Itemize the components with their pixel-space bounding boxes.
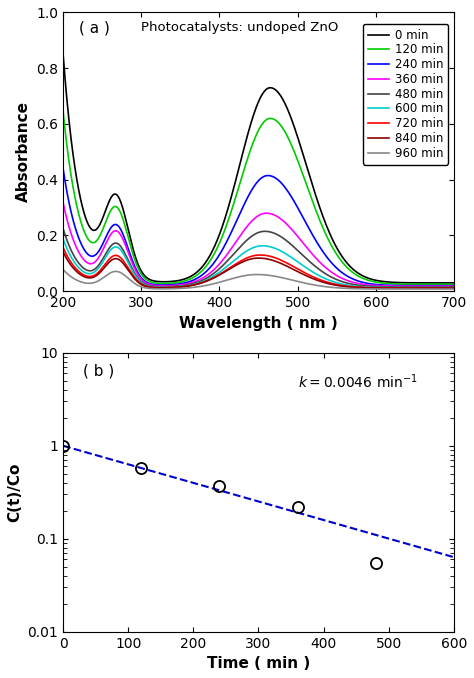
960 min — [440, 285, 446, 293]
Text: ( a ): ( a ) — [79, 21, 109, 36]
120 min — [80, 224, 86, 233]
0 min — [451, 279, 457, 287]
720 min — [368, 283, 374, 292]
360 min — [240, 228, 246, 236]
Line: 360 min: 360 min — [63, 203, 454, 286]
960 min — [240, 272, 246, 280]
Text: ( b ): ( b ) — [82, 364, 114, 379]
480 min — [440, 283, 446, 291]
120 min — [250, 138, 256, 146]
480 min — [60, 224, 66, 233]
840 min — [439, 284, 445, 292]
120 min — [440, 280, 446, 288]
120 min — [451, 280, 457, 288]
Line: 120 min: 120 min — [63, 111, 454, 284]
Line: 720 min: 720 min — [63, 247, 454, 288]
600 min — [240, 250, 246, 258]
360 min — [250, 216, 256, 224]
120 min — [368, 277, 374, 285]
Text: Photocatalysts: undoped ZnO: Photocatalysts: undoped ZnO — [141, 21, 338, 34]
Line: 240 min: 240 min — [63, 169, 454, 285]
480 min — [250, 231, 256, 239]
600 min — [440, 283, 446, 292]
120 min — [439, 280, 445, 288]
Legend: 0 min, 120 min, 240 min, 360 min, 480 min, 600 min, 720 min, 840 min, 960 min: 0 min, 120 min, 240 min, 360 min, 480 mi… — [363, 24, 448, 165]
240 min — [440, 281, 446, 290]
240 min — [60, 165, 66, 173]
240 min — [80, 243, 86, 252]
0 min — [240, 149, 246, 157]
240 min — [451, 281, 457, 290]
840 min — [451, 284, 457, 292]
960 min — [80, 279, 86, 287]
Text: $k = 0.0046\ \mathrm{min}^{-1}$: $k = 0.0046\ \mathrm{min}^{-1}$ — [298, 372, 418, 391]
720 min — [240, 256, 246, 264]
960 min — [368, 285, 374, 293]
360 min — [368, 281, 374, 290]
0 min — [440, 279, 446, 287]
360 min — [440, 282, 446, 290]
960 min — [439, 285, 445, 293]
600 min — [80, 267, 86, 275]
480 min — [240, 240, 246, 248]
360 min — [451, 282, 457, 290]
600 min — [451, 283, 457, 292]
840 min — [240, 258, 246, 266]
720 min — [80, 271, 86, 279]
840 min — [60, 248, 66, 256]
120 min — [240, 170, 246, 178]
Line: 600 min: 600 min — [63, 239, 454, 287]
600 min — [250, 243, 256, 252]
0 min — [368, 275, 374, 283]
960 min — [60, 265, 66, 273]
0 min — [250, 113, 256, 121]
720 min — [250, 252, 256, 260]
120 min — [60, 107, 66, 115]
600 min — [368, 283, 374, 292]
Line: 960 min: 960 min — [63, 269, 454, 289]
840 min — [80, 272, 86, 280]
360 min — [80, 255, 86, 263]
840 min — [250, 254, 256, 262]
X-axis label: Time ( min ): Time ( min ) — [207, 656, 310, 671]
840 min — [440, 284, 446, 292]
Line: 480 min: 480 min — [63, 228, 454, 287]
840 min — [368, 284, 374, 292]
X-axis label: Wavelength ( nm ): Wavelength ( nm ) — [179, 316, 338, 331]
960 min — [250, 271, 256, 279]
0 min — [439, 279, 445, 287]
Line: 0 min: 0 min — [63, 54, 454, 283]
Line: 840 min: 840 min — [63, 252, 454, 288]
240 min — [240, 203, 246, 212]
720 min — [60, 243, 66, 252]
480 min — [439, 283, 445, 291]
960 min — [451, 285, 457, 293]
480 min — [80, 264, 86, 272]
240 min — [368, 280, 374, 288]
Y-axis label: Absorbance: Absorbance — [16, 101, 31, 202]
Y-axis label: C(t)/Co: C(t)/Co — [7, 462, 22, 522]
720 min — [451, 284, 457, 292]
240 min — [439, 281, 445, 290]
0 min — [80, 205, 86, 214]
600 min — [60, 235, 66, 243]
360 min — [439, 282, 445, 290]
0 min — [60, 50, 66, 58]
480 min — [368, 282, 374, 290]
720 min — [439, 284, 445, 292]
360 min — [60, 199, 66, 207]
600 min — [439, 283, 445, 292]
240 min — [250, 184, 256, 192]
720 min — [440, 284, 446, 292]
480 min — [451, 283, 457, 291]
